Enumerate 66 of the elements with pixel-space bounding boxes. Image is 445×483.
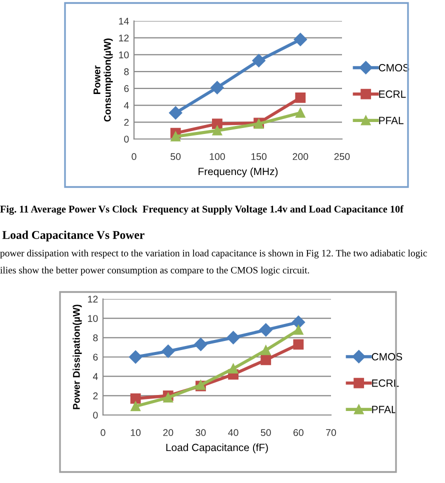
point <box>210 81 224 94</box>
y-tick-label: 0 <box>93 412 98 419</box>
x-tick-label: 20 <box>163 429 174 436</box>
point <box>260 354 272 366</box>
x-tick-label: 150 <box>251 153 267 160</box>
point <box>226 331 240 344</box>
x-tick-label: 250 <box>334 153 350 160</box>
y-tick-label: 2 <box>124 118 129 126</box>
point <box>163 392 174 402</box>
x-tick-label: 40 <box>228 429 238 436</box>
x-axis-title: Frequency (MHz) <box>198 168 278 178</box>
x-tick-label: 0 <box>132 153 136 160</box>
x-tick-label: 10 <box>130 429 141 436</box>
y-axis-title: Power Dissipation(µW) <box>72 304 82 410</box>
point <box>130 393 141 404</box>
y-tick-label: 0 <box>124 136 129 143</box>
text: power dissipation with respect to the variation in load capacitance is shown in Fig 12. The two adiabatic logic <box>0 250 427 258</box>
point <box>259 323 272 337</box>
point <box>130 401 140 412</box>
y-tick-label: 2 <box>93 392 98 400</box>
x-tick-label: 50 <box>170 153 181 160</box>
y-tick-label: 12 <box>119 34 129 42</box>
point <box>294 325 304 335</box>
point <box>295 92 306 103</box>
y-tick-label: 8 <box>124 68 129 76</box>
legend-label: ECRL <box>379 90 406 98</box>
point <box>228 364 238 374</box>
x-tick-label: 50 <box>260 429 271 436</box>
y-tick-label: 12 <box>88 296 98 303</box>
x-tick-label: 30 <box>196 429 206 436</box>
y-tick-label: 4 <box>92 373 98 380</box>
point <box>212 126 222 136</box>
y-tick-label: 6 <box>93 354 98 361</box>
point <box>252 54 266 68</box>
point <box>294 32 307 46</box>
point <box>194 338 208 352</box>
x-tick-label: 60 <box>294 429 304 436</box>
y-tick-label: 10 <box>119 51 129 58</box>
text: ilies show the better power consumption as compare to the CMOS logic circuit. <box>0 266 310 276</box>
caption: Fig. 11 Average Power Vs Clock Frequency at Supply Voltage 1.4v and Load Capacitance 10f <box>0 205 404 215</box>
y-tick-label: 10 <box>88 315 98 322</box>
legend-label: PFAL <box>379 116 404 124</box>
y-axis-title: Power Consumption(µW) <box>94 38 113 122</box>
legend-label: PFAL <box>372 406 396 414</box>
point <box>293 339 304 350</box>
x-tick-label: 0 <box>100 429 106 436</box>
legend-label: CMOS <box>378 64 410 72</box>
y-tick-label: 8 <box>93 334 98 342</box>
y-tick-label: 6 <box>124 85 129 92</box>
point <box>292 316 306 329</box>
x-tick-label: 200 <box>292 153 308 160</box>
text: Load Capacitance Vs Power <box>2 230 144 242</box>
y-tick-label: 4 <box>124 102 129 109</box>
y-tick-label: 14 <box>119 18 129 25</box>
x-tick-label: 70 <box>326 429 336 436</box>
x-tick-label: 100 <box>210 153 225 160</box>
point <box>162 344 175 358</box>
point <box>296 108 306 118</box>
point <box>169 106 182 120</box>
point <box>212 118 222 130</box>
x-axis-title: Load Capacitance (fF) <box>166 444 268 454</box>
point <box>128 350 142 364</box>
legend-label: CMOS <box>372 353 402 360</box>
point <box>170 132 180 142</box>
legend-label: ECRL <box>372 379 399 387</box>
point <box>260 345 271 356</box>
